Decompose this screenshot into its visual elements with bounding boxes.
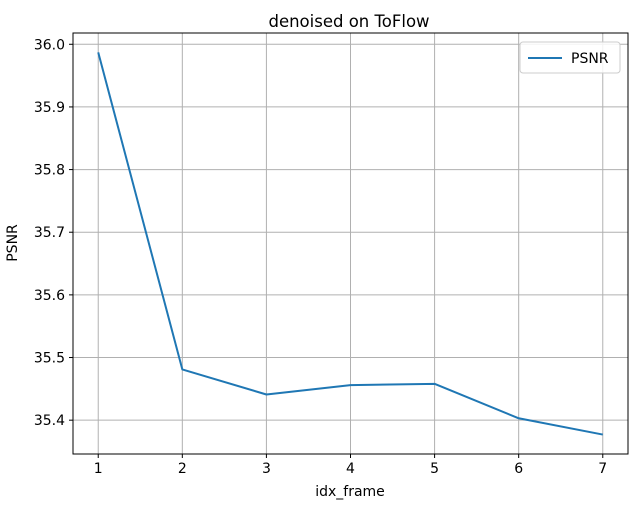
chart-title: denoised on ToFlow xyxy=(268,12,429,31)
x-axis-label: idx_frame xyxy=(315,484,385,500)
y-tick-label: 35.6 xyxy=(34,288,65,304)
y-tick-label: 35.5 xyxy=(34,351,65,367)
y-tick-label: 35.4 xyxy=(34,413,65,429)
data-point xyxy=(434,383,436,385)
x-tick-label: 7 xyxy=(598,461,607,477)
x-tick-label: 3 xyxy=(262,461,271,477)
legend-box xyxy=(519,41,621,74)
y-tick-label: 36.0 xyxy=(34,37,65,53)
legend: PSNR xyxy=(519,41,621,74)
y-tick-label: 35.7 xyxy=(34,225,65,241)
data-point xyxy=(97,51,99,53)
x-tick-label: 2 xyxy=(178,461,187,477)
x-tick-label: 1 xyxy=(94,461,103,477)
y-axis-ticks: 35.4 35.5 35.6 35.7 35.8 35.9 36.0 xyxy=(34,37,73,429)
legend-label: PSNR xyxy=(571,51,609,67)
y-tick-label: 35.9 xyxy=(34,100,65,116)
y-tick-label: 35.8 xyxy=(34,163,65,179)
series-layer xyxy=(97,51,604,436)
data-point xyxy=(602,434,604,436)
x-tick-label: 6 xyxy=(514,461,523,477)
data-point xyxy=(350,384,352,386)
series-line-psnr xyxy=(97,52,603,436)
data-point xyxy=(181,368,183,370)
x-tick-label: 5 xyxy=(430,461,439,477)
y-axis-label: PSNR xyxy=(5,224,21,262)
data-point xyxy=(518,417,520,419)
x-axis-ticks: 1 2 3 4 5 6 7 xyxy=(94,454,607,477)
data-point xyxy=(265,393,267,395)
x-tick-label: 4 xyxy=(346,461,355,477)
